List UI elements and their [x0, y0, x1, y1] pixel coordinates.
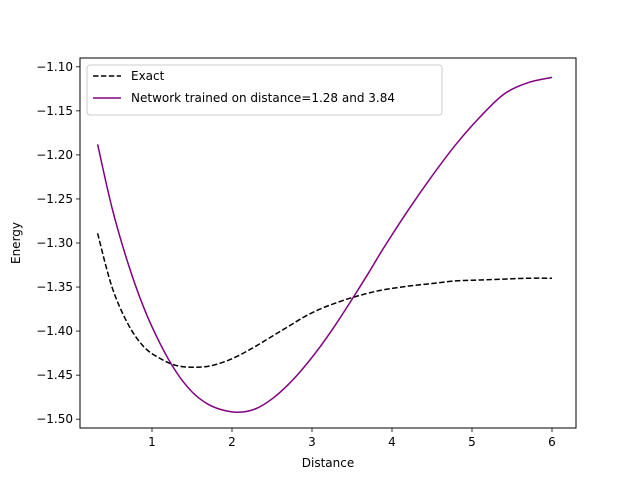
y-tick-label: −1.10 — [36, 60, 73, 74]
x-tick-label: 3 — [308, 435, 316, 449]
x-axis-label: Distance — [302, 456, 354, 470]
y-tick-label: −1.40 — [36, 324, 73, 338]
y-axis: −1.10 −1.15 −1.20 −1.25 −1.30 −1.35 −1.40 −1.45… — [36, 60, 80, 426]
y-tick-label: −1.30 — [36, 236, 73, 250]
series-line-exact — [96, 233, 553, 369]
x-tick-label: 2 — [228, 435, 236, 449]
x-tick-label: 4 — [388, 435, 396, 449]
y-tick-label: −1.35 — [36, 280, 73, 294]
y-tick-label: −1.45 — [36, 368, 73, 382]
x-tick-label: 5 — [468, 435, 476, 449]
legend-label-exact: Exact — [131, 69, 165, 83]
y-axis-label: Energy — [9, 222, 23, 264]
y-tick-label: −1.20 — [36, 148, 73, 162]
legend-label-network: Network trained on distance=1.28 and 3.8… — [131, 91, 395, 105]
y-tick-label: −1.15 — [36, 104, 73, 118]
y-tick-label: −1.50 — [36, 412, 73, 426]
legend: Exact Network trained on distance=1.28 a… — [86, 64, 443, 116]
x-tick-label: 6 — [548, 435, 556, 449]
x-tick-label: 1 — [148, 435, 156, 449]
y-tick-label: −1.25 — [36, 192, 73, 206]
legend-box — [86, 64, 443, 116]
series-line-network — [96, 76, 553, 413]
x-axis: 1 2 3 4 5 6 — [148, 428, 556, 449]
series-layer — [96, 76, 553, 413]
